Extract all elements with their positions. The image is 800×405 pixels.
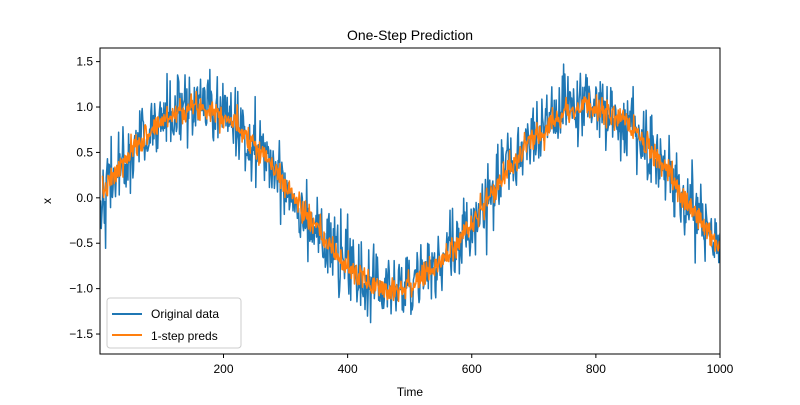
x-tick-label: 600 (462, 362, 482, 376)
chart-title: One-Step Prediction (347, 27, 473, 43)
y-axis: −1.5 −1.0 −0.5 0.0 0.5 1.0 1.5 (69, 55, 100, 341)
y-tick-label: 0.5 (76, 145, 93, 159)
x-tick-label: 800 (586, 362, 606, 376)
series-layer (100, 63, 720, 324)
plot-frame (99, 47, 721, 355)
y-tick-label: 1.0 (76, 100, 93, 114)
y-tick-label: −1.0 (69, 282, 93, 296)
y-tick-label: 1.5 (76, 55, 93, 69)
y-tick-label: −0.5 (69, 236, 93, 250)
x-tick-label: 200 (213, 362, 233, 376)
plot-area (99, 47, 721, 355)
x-axis: 200 400 600 800 1000 (213, 354, 734, 376)
y-axis-label: x (40, 198, 54, 204)
x-tick-label: 1000 (707, 362, 734, 376)
series-line-1-step-preds (101, 90, 720, 303)
y-tick-label: 0.0 (76, 191, 93, 205)
legend-label-1-step-preds: 1-step preds (151, 329, 218, 343)
legend-label-original-data: Original data (151, 307, 219, 321)
legend: Original data 1-step preds (106, 297, 242, 349)
x-tick-label: 400 (338, 362, 358, 376)
x-axis-label: Time (397, 385, 424, 399)
y-tick-label: −1.5 (69, 327, 93, 341)
